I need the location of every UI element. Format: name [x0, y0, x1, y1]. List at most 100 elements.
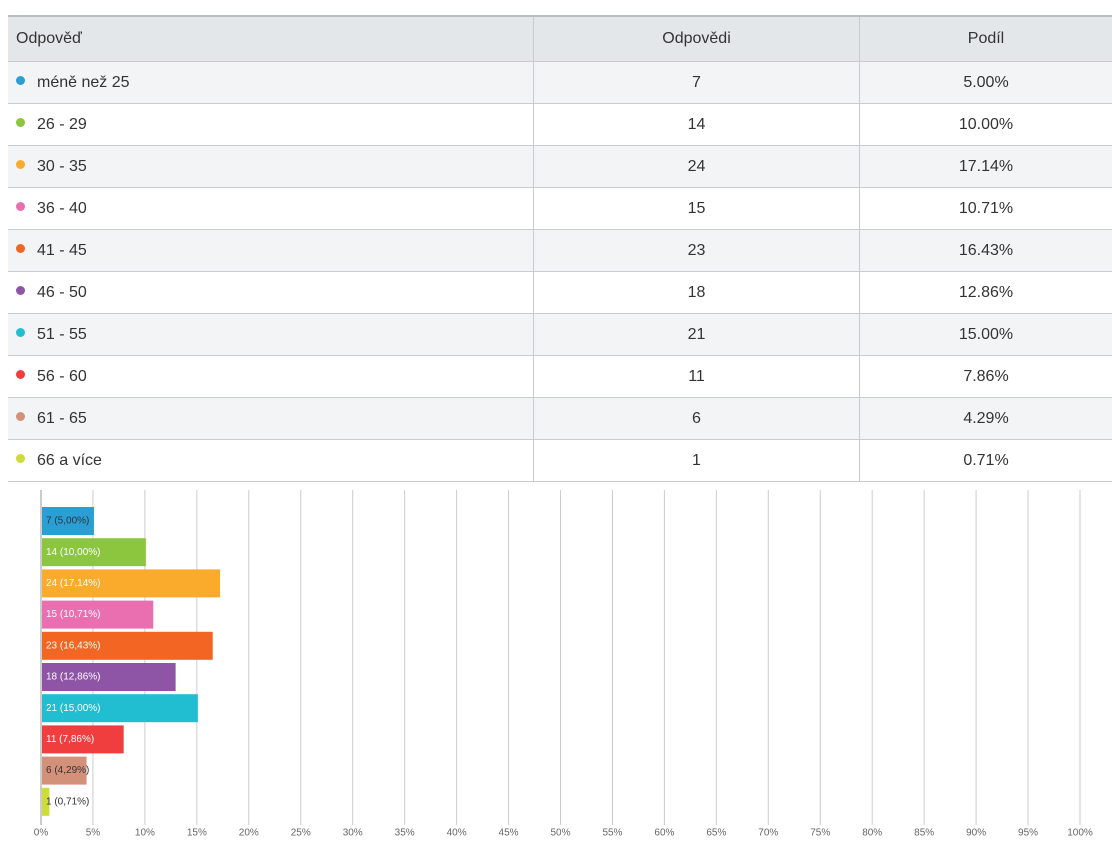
cell-text: 36 - 40 — [37, 199, 87, 217]
data-label: 6 (4,29%) — [46, 765, 89, 776]
cell-text: 1 — [692, 451, 701, 469]
x-tick-label: 10% — [135, 828, 155, 839]
cell-text: 21 — [687, 325, 706, 343]
table-cell: 1 — [533, 439, 860, 482]
cell-text: 7 — [692, 73, 701, 91]
table-cell: 18 — [533, 271, 860, 314]
color-dot — [16, 243, 25, 253]
cell-text: 66 a více — [37, 451, 102, 469]
table-cell: 0.71% — [859, 439, 1112, 482]
color-dot — [16, 327, 25, 337]
table-cell: 7 — [533, 61, 860, 104]
table-cell: 14 — [533, 103, 860, 146]
table-cell: 23 — [533, 229, 860, 272]
table-body: méně než 25 7 5.00% 26 - 29 14 10.00% 30 - 35 2… — [8, 61, 1112, 482]
table-row: 66 a více 1 0.71% — [8, 439, 1112, 482]
table-row: 46 - 50 18 12.86% — [8, 271, 1112, 314]
cell-text: 24 — [687, 157, 706, 175]
table-cell: 36 - 40 — [8, 187, 534, 230]
cell-text: 18 — [687, 283, 706, 301]
cell-text: 7.86% — [963, 367, 1009, 385]
table-row: 26 - 29 14 10.00% — [8, 103, 1112, 146]
table-cell: 66 a více — [8, 439, 534, 482]
x-tick-label: 85% — [914, 828, 934, 839]
cell-text: méně než 25 — [37, 73, 130, 91]
bar — [42, 694, 198, 723]
x-tick-label: 20% — [239, 828, 259, 839]
data-label: 1 (0,71%) — [46, 796, 89, 807]
cell-text: 10.00% — [958, 115, 1014, 133]
x-tick-label: 25% — [291, 828, 311, 839]
data-label: 11 (7,86%) — [46, 734, 94, 745]
cell-text: 11 — [688, 367, 705, 385]
column-header: Odpověď — [8, 15, 534, 62]
cell-text: 56 - 60 — [37, 367, 87, 385]
bar — [42, 507, 94, 535]
color-dot — [16, 201, 25, 211]
table-cell: 15.00% — [859, 313, 1112, 356]
x-tick-label: 80% — [862, 828, 882, 839]
result-table: Odpověď Odpovědi Podíl méně než 25 7 5.00% 26… — [8, 15, 1112, 482]
table-cell: 56 - 60 — [8, 355, 534, 398]
table-cell: 16.43% — [859, 229, 1112, 272]
cell-text: 0.71% — [963, 451, 1009, 469]
table-cell: 7.86% — [859, 355, 1112, 398]
bar — [42, 756, 87, 785]
cell-text: 17.14% — [958, 157, 1014, 175]
cell-text: 46 - 50 — [37, 283, 87, 301]
table-cell: 5.00% — [859, 61, 1112, 104]
table-cell: 17.14% — [859, 145, 1112, 188]
table-cell: 15 — [533, 187, 860, 230]
x-tick-label: 90% — [966, 828, 986, 839]
table-row: 41 - 45 23 16.43% — [8, 229, 1112, 272]
x-tick-label: 70% — [758, 828, 778, 839]
table-row: 51 - 55 21 15.00% — [8, 313, 1112, 356]
table-cell: 41 - 45 — [8, 229, 534, 272]
bar — [42, 600, 154, 629]
table-row: 61 - 65 6 4.29% — [8, 397, 1112, 440]
cell-text: 41 - 45 — [37, 241, 87, 259]
cell-text: 5.00% — [963, 73, 1009, 91]
color-dot — [16, 369, 25, 379]
x-tick-label: 95% — [1018, 828, 1038, 839]
table-cell: 21 — [533, 313, 860, 356]
cell-text: 15.00% — [958, 325, 1014, 343]
header-row: Odpověď Odpovědi Podíl — [8, 15, 1112, 62]
x-tick-label: 55% — [602, 828, 622, 839]
table-cell: méně než 25 — [8, 61, 534, 104]
x-tick-label: 15% — [187, 828, 207, 839]
bar — [42, 725, 124, 754]
x-tick-label: 0% — [34, 828, 49, 839]
bar — [42, 787, 50, 816]
cell-text: 30 - 35 — [37, 157, 87, 175]
cell-text: 51 - 55 — [37, 325, 87, 343]
color-dot — [16, 285, 25, 295]
table-row: 56 - 60 11 7.86% — [8, 355, 1112, 398]
cell-text: 6 — [692, 409, 701, 427]
x-tick-label: 65% — [706, 828, 726, 839]
color-dot — [16, 117, 25, 127]
bar — [42, 538, 146, 567]
table-cell: 46 - 50 — [8, 271, 534, 314]
bar — [42, 631, 213, 660]
cell-text: 15 — [687, 199, 706, 217]
x-tick-label: 30% — [343, 828, 363, 839]
x-tick-label: 50% — [550, 828, 570, 839]
table-cell: 12.86% — [859, 271, 1112, 314]
table-cell: 11 — [533, 355, 860, 398]
table-cell: 10.00% — [859, 103, 1112, 146]
table-cell: 6 — [533, 397, 860, 440]
column-header: Podíl — [859, 15, 1112, 62]
table-cell: 61 - 65 — [8, 397, 534, 440]
table-cell: 24 — [533, 145, 860, 188]
data-label: 15 (10,71%) — [46, 609, 100, 620]
table-cell: 26 - 29 — [8, 103, 534, 146]
bar — [42, 663, 176, 691]
x-tick-label: 75% — [810, 828, 830, 839]
x-tick-label: 60% — [654, 828, 674, 839]
cell-text: 61 - 65 — [37, 409, 87, 427]
column-header: Odpovědi — [533, 15, 860, 62]
x-tick-label: 35% — [395, 828, 415, 839]
